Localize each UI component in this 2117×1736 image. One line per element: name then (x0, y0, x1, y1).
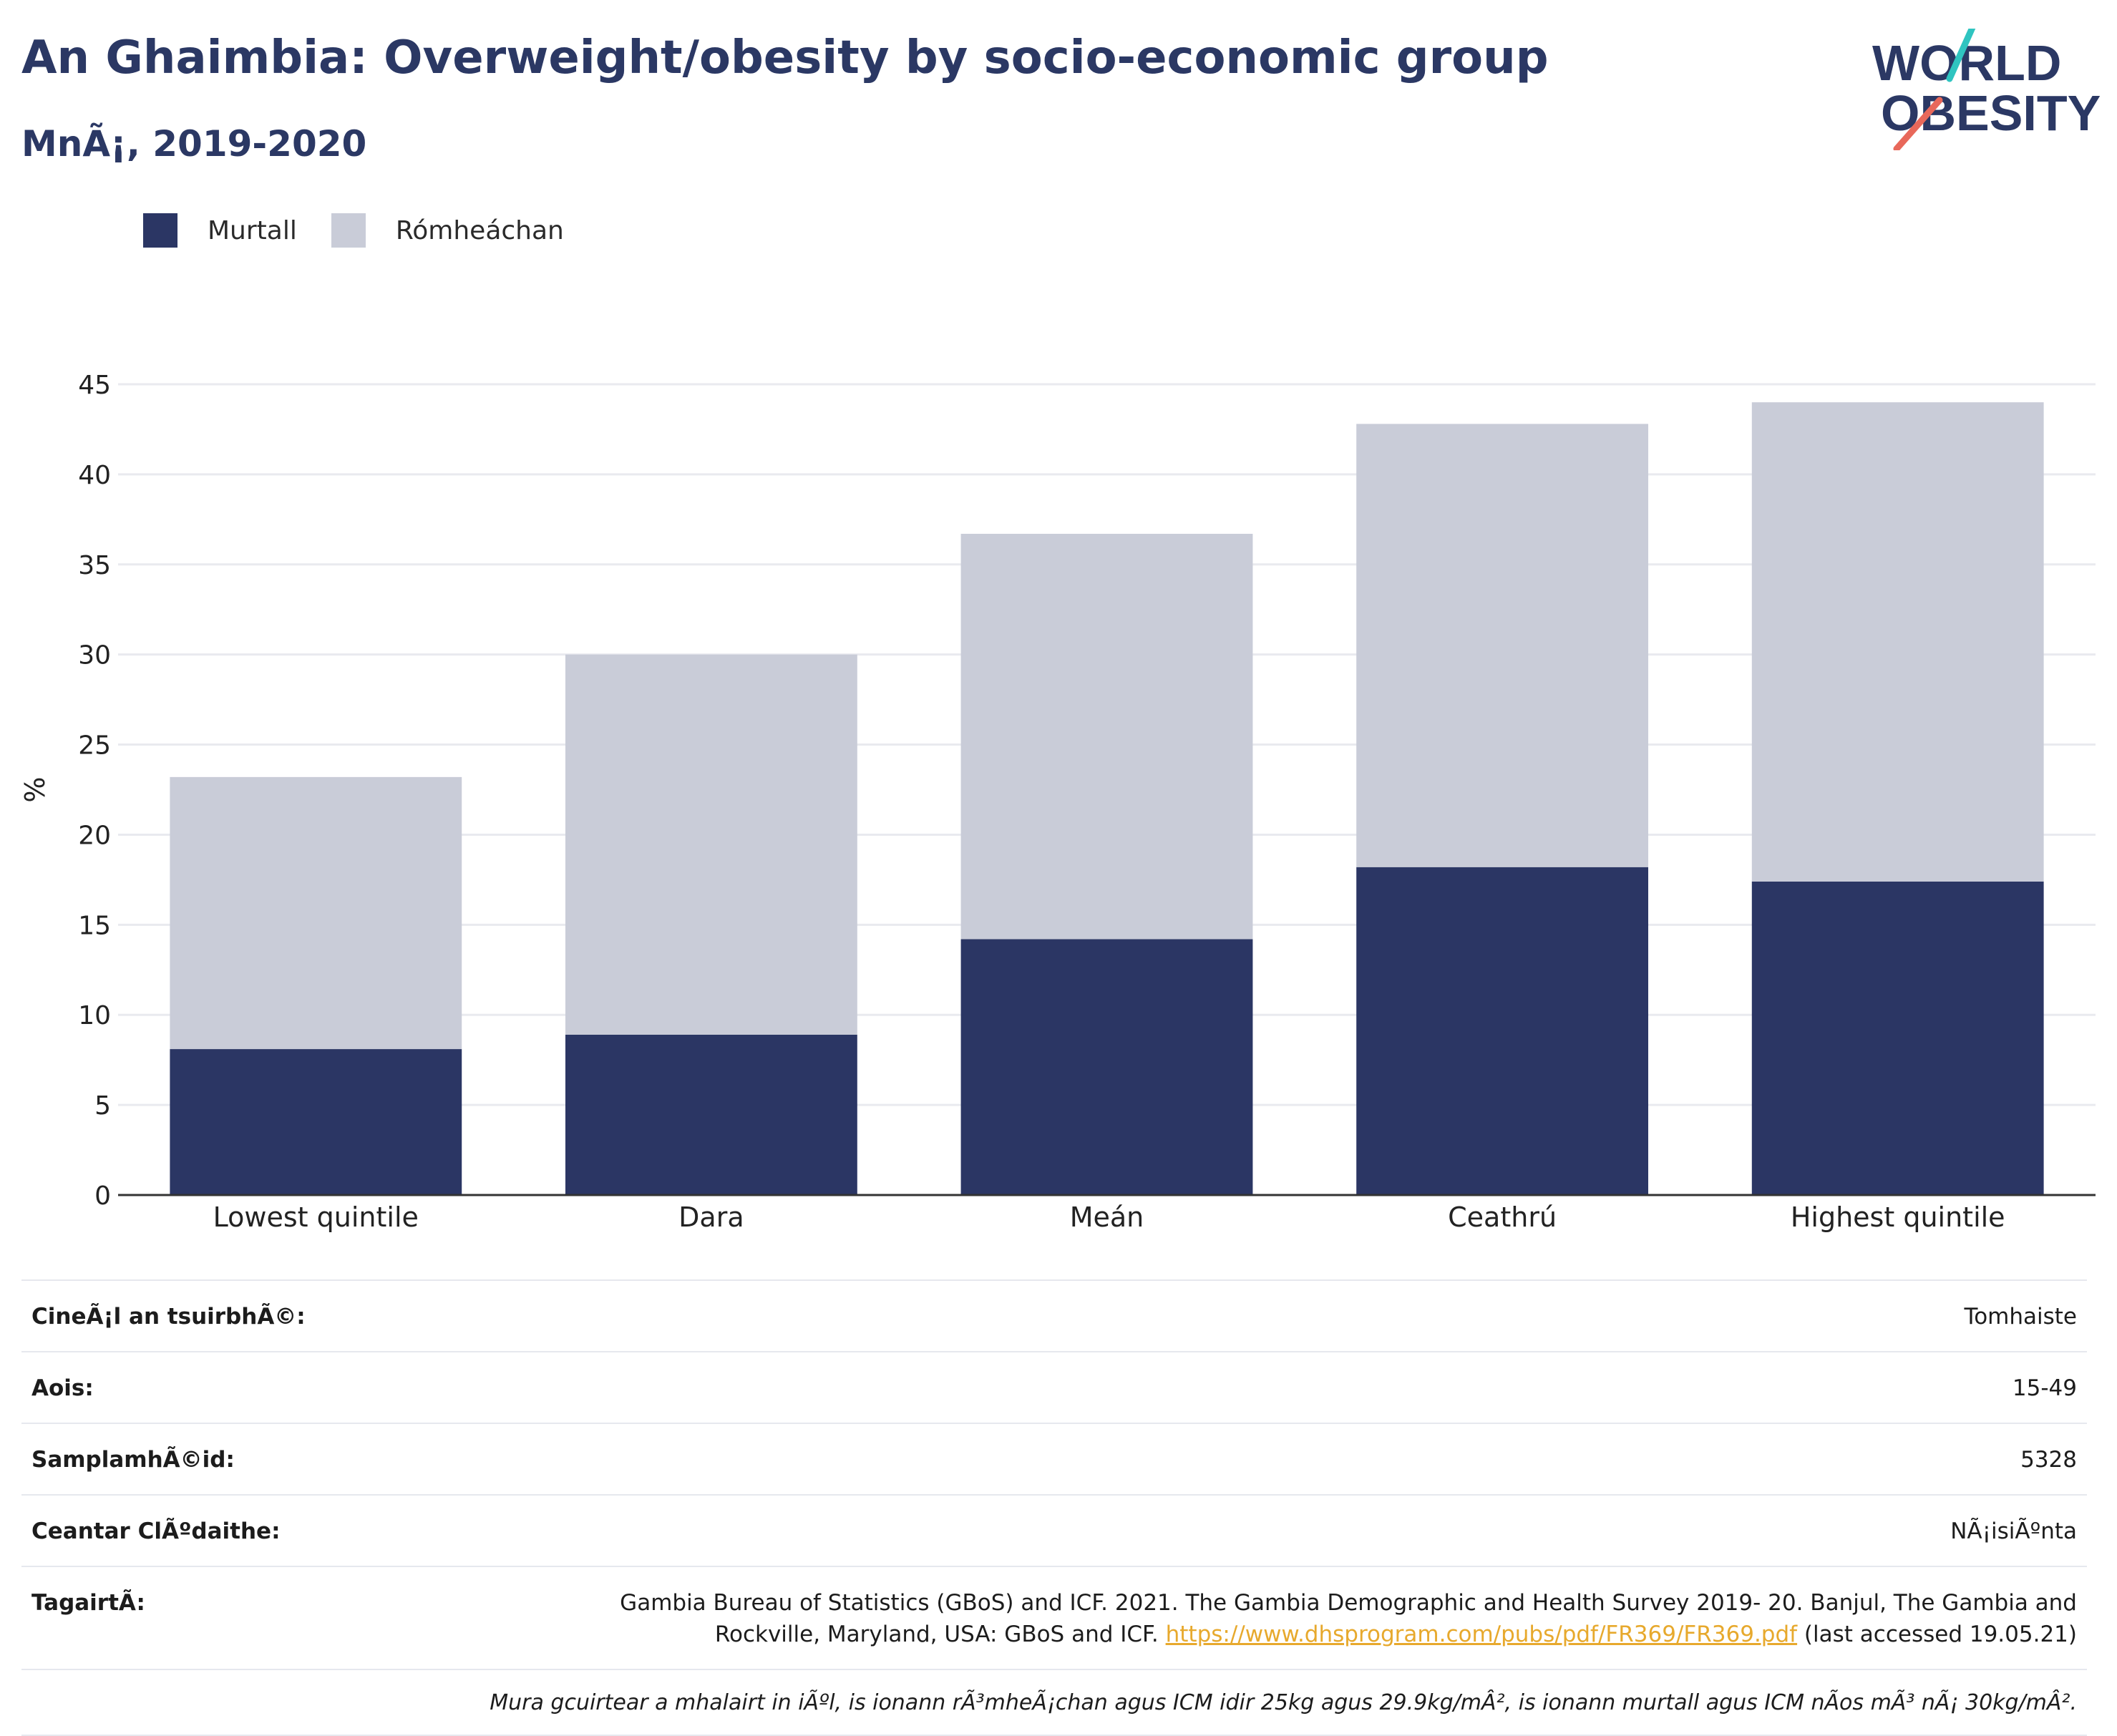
reference-citation: Gambia Bureau of Statistics (GBoS) and I… (620, 1590, 2077, 1647)
legend-item-murtall: Murtall (143, 213, 297, 248)
reference-accessed: (last accessed 19.05.21) (1797, 1622, 2077, 1647)
logo-text-obesity: OBESITY (1881, 85, 2101, 141)
y-tick-label: 0 (94, 1181, 111, 1211)
legend-label-murtall: Murtall (208, 215, 297, 245)
bar-segment-murtall (960, 939, 1253, 1195)
y-tick-label: 20 (78, 821, 111, 850)
info-row-age: Aois: 15-49 (21, 1351, 2087, 1423)
survey-info-table: CineÃ¡l an tsuirbhÃ©: Tomhaiste Aois: 15… (21, 1279, 2087, 1736)
info-key: TagairtÃ: (31, 1590, 145, 1616)
info-key: Aois: (31, 1375, 94, 1401)
info-value: Tomhaiste (1964, 1304, 2077, 1330)
bar-segment-murtall (1751, 881, 2044, 1195)
stacked-bar-chart: 0 5 10 15 20 25 30 35 40 45% Lowest quintile Dara Me… (19, 371, 2096, 1233)
y-tick-label: 10 (78, 1001, 111, 1030)
info-key: SamplamhÃ©id: (31, 1447, 235, 1473)
info-row-survey-type: CineÃ¡l an tsuirbhÃ©: Tomhaiste (21, 1279, 2087, 1351)
info-key: Ceantar ClÃºdaithe: (31, 1518, 281, 1544)
bar-segment-murtall (170, 1049, 462, 1195)
bar-segment-romheachan (170, 776, 462, 1050)
chart-title: An Ghaimbia: Overweight/obesity by socio… (21, 31, 1549, 84)
reference-text: Gambia Bureau of Statistics (GBoS) and I… (610, 1587, 2077, 1650)
y-tick-label: 40 (78, 461, 111, 490)
info-value: 15-49 (2012, 1375, 2077, 1401)
legend-item-romheachan: Rómheáchan (331, 213, 564, 248)
bmi-definition-note: Mura gcuirtear a mhalairt in iÃºl, is io… (21, 1669, 2087, 1736)
bar-segment-romheachan (1751, 402, 2044, 882)
bar-segment-romheachan (1356, 424, 1649, 867)
reference-link[interactable]: https://www.dhsprogram.com/pubs/pdf/FR36… (1165, 1622, 1798, 1647)
bar-segment-murtall (565, 1034, 857, 1195)
x-tick-label: Highest quintile (1791, 1201, 2005, 1233)
x-tick-label: Lowest quintile (213, 1201, 419, 1233)
bar-segment-romheachan (960, 533, 1253, 940)
legend-swatch-murtall (143, 213, 177, 248)
y-tick-label: 5 (94, 1091, 111, 1121)
y-tick-label: 45 (78, 371, 111, 400)
info-row-sample-size: SamplamhÃ©id: 5328 (21, 1423, 2087, 1494)
info-value: 5328 (2020, 1447, 2077, 1473)
logo-slash-bottom (1893, 97, 1943, 150)
legend-swatch-romheachan (331, 213, 366, 248)
bar-segment-romheachan (565, 654, 857, 1035)
bar-segment-murtall (1356, 867, 1649, 1195)
y-tick-label: 30 (78, 641, 111, 670)
legend-label-romheachan: Rómheáchan (395, 215, 564, 245)
y-tick-label: 15 (78, 911, 111, 940)
chart-legend: Murtall Rómheáchan (143, 213, 598, 248)
y-axis-label: % (19, 776, 51, 802)
info-row-reference: TagairtÃ: Gambia Bureau of Statistics (G… (21, 1566, 2087, 1669)
x-tick-label: Dara (678, 1201, 744, 1233)
y-tick-label: 35 (78, 551, 111, 580)
info-row-area-covered: Ceantar ClÃºdaithe: NÃ¡isiÃºnta (21, 1494, 2087, 1566)
y-tick-label: 25 (78, 731, 111, 761)
x-tick-label: Ceathrú (1448, 1201, 1557, 1233)
chart-subtitle: MnÃ¡, 2019-2020 (21, 123, 367, 165)
x-tick-label: Meán (1070, 1201, 1144, 1233)
logo-slash-top (1946, 29, 1976, 82)
info-value: NÃ¡isiÃºnta (1950, 1518, 2077, 1544)
world-obesity-logo: WORLD OBESITY (1872, 29, 2101, 150)
info-key: CineÃ¡l an tsuirbhÃ©: (31, 1304, 306, 1330)
